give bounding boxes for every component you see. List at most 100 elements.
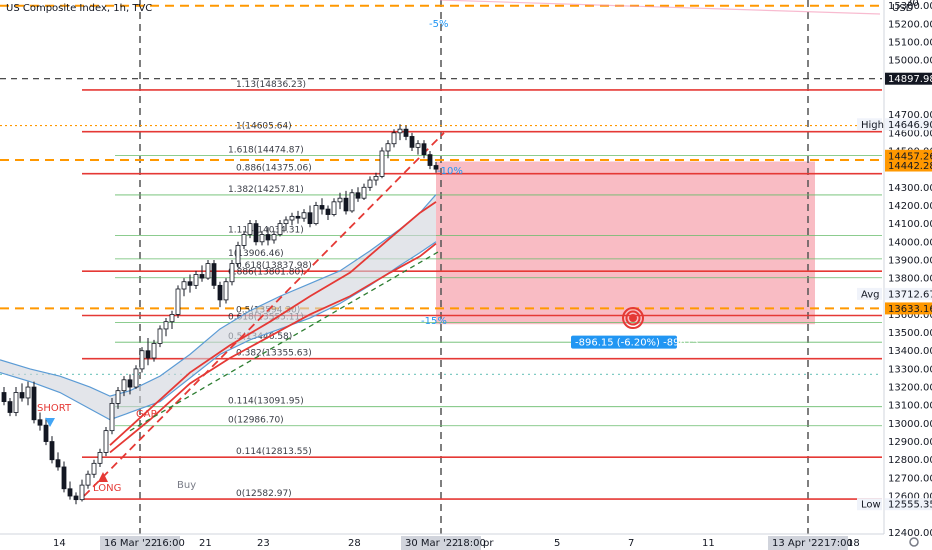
price-tick-label: 14000.00 <box>888 237 932 248</box>
price-tag-bg <box>885 72 932 85</box>
candle-body <box>1 392 7 402</box>
trend-line-faint <box>439 0 881 15</box>
candle-body <box>319 205 325 210</box>
candle-body <box>217 284 223 301</box>
price-tag-name: Avg <box>861 289 880 300</box>
time-tick-label: 23 <box>257 538 270 549</box>
price-tag-label: 13633.16 <box>888 304 932 315</box>
moving-average-layer <box>0 132 445 497</box>
candle-body <box>235 245 241 264</box>
price-tick-label: 12900.00 <box>888 437 932 448</box>
candle-body <box>67 488 73 497</box>
measure-label: -896.15 (-6.20%) -89615 <box>575 338 699 349</box>
price-tick-label: 14700.00 <box>888 110 932 121</box>
target-circle-icon <box>622 307 644 330</box>
candle-body <box>373 176 379 181</box>
candle-body <box>307 212 313 225</box>
price-tick-label: 13900.00 <box>888 255 932 266</box>
candle-body <box>247 223 253 235</box>
time-highlight-label: 16 Mar '22 <box>104 538 157 549</box>
candle-body <box>25 386 31 399</box>
candle-body <box>61 466 67 490</box>
price-tag-label: 14646.90 <box>888 120 932 131</box>
fib-level-label: 0.114(12813.55) <box>236 447 312 457</box>
candle-body <box>73 495 79 501</box>
time-tick-label: 14 <box>53 538 66 549</box>
price-tick-label: 12800.00 <box>888 455 932 466</box>
candle-body <box>115 390 121 404</box>
candle-body <box>175 288 181 315</box>
fib-level-label: 0(12582.97) <box>236 489 292 499</box>
price-tag-name-bg <box>857 498 882 511</box>
candle-body <box>169 314 175 323</box>
price-tick-label: 12600.00 <box>888 492 932 503</box>
fib-level-label: 0.886(13801.80) <box>228 268 304 278</box>
price-tick-label: 15200.00 <box>888 19 932 30</box>
fib-level-label: 1.382(14257.81) <box>228 185 304 195</box>
candle-body <box>229 263 235 283</box>
settings-gear-icon[interactable] <box>909 537 919 547</box>
buy-label: Buy <box>177 480 196 491</box>
price-tick-label: 14300.00 <box>888 183 932 194</box>
price-tick-label: 13500.00 <box>888 328 932 339</box>
ema-upper-line <box>0 194 437 397</box>
time-highlight-label: 13 Apr '22 <box>772 538 824 549</box>
trend-channel-line <box>83 132 445 497</box>
candle-body <box>379 150 385 177</box>
candle-body <box>331 201 337 215</box>
candle-body <box>361 186 367 199</box>
time-tick-label: pr <box>483 538 494 549</box>
candle-body <box>409 136 415 148</box>
time-highlight-bg <box>100 536 180 550</box>
time-tick-label: 11 <box>702 538 715 549</box>
candle-body <box>157 328 163 344</box>
candle-body <box>283 219 289 225</box>
price-tag-name-bg <box>857 287 882 300</box>
time-highlight-time: 17:00 <box>824 538 853 549</box>
candle-body <box>349 192 355 212</box>
annotations-layer: GAP SHORT LONG Buy -5% -10% -15% -896.15 (-6.20… <box>37 19 699 494</box>
ema-band <box>0 194 436 420</box>
time-highlight-time: 18:00 <box>457 538 486 549</box>
candle-body <box>259 234 265 243</box>
price-tag-bg <box>885 159 932 172</box>
candle-body <box>433 165 439 170</box>
fib-level-label: 0.5(13446.58) <box>228 332 292 342</box>
price-tag-bg <box>885 287 932 300</box>
time-highlight-bg <box>401 536 481 550</box>
chart-title: US Composite Index, 1h, TVC <box>6 3 152 14</box>
candle-body <box>97 452 103 464</box>
pct-label-minus10: -10% <box>437 166 463 177</box>
target-circle-icon <box>625 310 641 326</box>
fib-level-label: 0(12986.70) <box>228 416 284 426</box>
gap-label: GAP <box>136 409 157 420</box>
price-tick-label: 13600.00 <box>888 310 932 321</box>
candle-body <box>397 128 403 134</box>
candle-body <box>265 234 271 241</box>
candle-body <box>139 350 145 370</box>
candle-body <box>37 419 43 426</box>
price-tick-label: 13400.00 <box>888 346 932 357</box>
fib-level-label: 0.382(13355.63) <box>236 349 312 359</box>
time-highlight-time: 16:00 <box>156 538 185 549</box>
candle-body <box>145 350 151 359</box>
time-highlight-label: 30 Mar '22 <box>405 538 458 549</box>
fib-level-label: 1.13(14836.23) <box>236 80 306 90</box>
fib-level-label: 1.114(14034.31) <box>228 226 304 236</box>
measure-box-layer <box>436 161 815 325</box>
trend-channel-line <box>129 250 441 432</box>
candle-body <box>181 281 187 290</box>
fib-levels-layer: 1.13(14836.23) 1(14605.64) 1.618(14474.87)… <box>82 80 882 500</box>
price-tick-label: 12400.00 <box>888 528 932 539</box>
price-tag-label: 14457.26 <box>888 151 932 162</box>
candle-body <box>13 392 19 413</box>
fib-level-label: 1.618(14474.87) <box>228 146 304 156</box>
candle-body <box>103 430 109 453</box>
candle-body <box>427 154 433 166</box>
candle-body <box>19 392 25 399</box>
candle-body <box>127 379 133 388</box>
candle-body <box>121 379 127 392</box>
candle-body <box>49 441 55 461</box>
price-tag-name-bg <box>857 118 882 131</box>
price-tick-label: 14200.00 <box>888 201 932 212</box>
